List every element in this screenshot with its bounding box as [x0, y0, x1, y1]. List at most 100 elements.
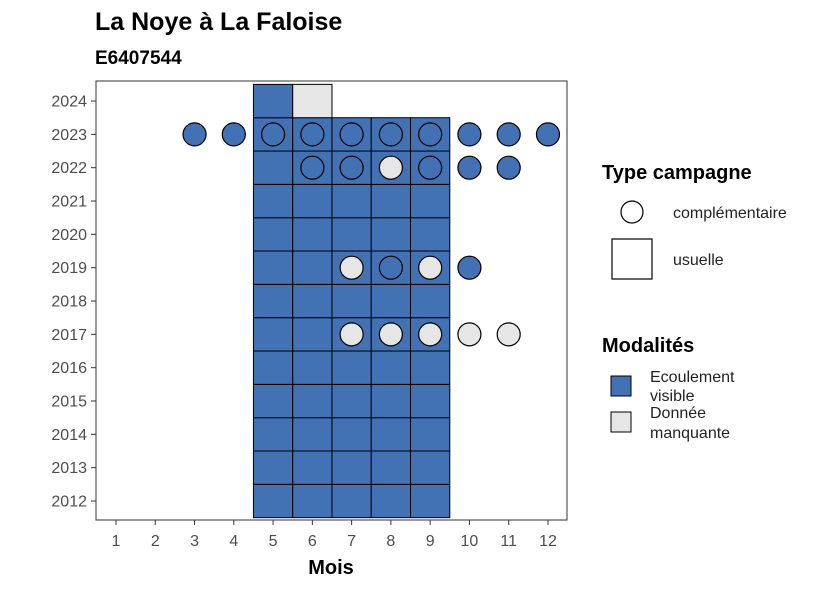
tile-2022-5 [252, 150, 294, 185]
x-tick-label: 1 [112, 533, 121, 550]
point-2017-8 [378, 322, 403, 347]
tile-2021-9 [410, 183, 451, 219]
y-tick-label: 2017 [51, 327, 87, 344]
tile-2014-8 [370, 417, 412, 452]
tile-2021-7 [331, 183, 372, 219]
tile-2013-6 [292, 450, 333, 485]
y-tick-label: 2018 [51, 294, 87, 311]
point-2019-8 [378, 255, 403, 280]
y-tick-label: 2021 [51, 194, 87, 211]
x-tick-label: 4 [229, 533, 238, 550]
point-2017-11 [496, 322, 521, 347]
tile-2020-9 [410, 217, 451, 252]
point-2023-8 [378, 122, 403, 147]
y-tick-label: 2013 [51, 460, 87, 477]
y-tick-label: 2019 [51, 260, 87, 277]
point-2022-6 [300, 155, 325, 180]
x-tick-label: 10 [461, 533, 479, 550]
tile-2017-6 [292, 317, 333, 352]
tile-2014-6 [292, 417, 333, 452]
legend-type-campagne: Type campagne complémentaire usuelle [602, 162, 787, 280]
legend-ecoulement-swatch [610, 375, 632, 397]
tile-2021-5 [252, 183, 294, 219]
point-2019-9 [418, 255, 443, 280]
point-2023-11 [496, 122, 521, 147]
legend-square-symbol [611, 238, 653, 280]
tile-2018-8 [370, 283, 412, 319]
point-2022-11 [496, 155, 521, 180]
x-tick-label: 5 [269, 533, 278, 550]
y-tick-label: 2015 [51, 394, 87, 411]
y-tick-label: 2012 [51, 494, 87, 511]
tile-2016-5 [252, 350, 294, 385]
legend-modalites: Modalités Ecoulement visible Donnée manq… [602, 335, 735, 442]
legend-circle-symbol [620, 200, 644, 224]
point-2017-9 [418, 322, 443, 347]
tile-2012-9 [410, 483, 451, 519]
y-tick-label: 2016 [51, 360, 87, 377]
point-2019-10 [457, 255, 482, 280]
point-2022-7 [339, 155, 364, 180]
tile-2020-7 [331, 217, 372, 252]
tile-2020-6 [292, 217, 333, 252]
y-tick-label: 2014 [51, 427, 87, 444]
tile-2018-7 [331, 283, 372, 319]
tile-2016-7 [331, 350, 372, 385]
tile-2020-5 [252, 217, 294, 252]
point-2023-9 [418, 122, 443, 147]
tile-2016-6 [292, 350, 333, 385]
x-tick-label: 12 [539, 533, 557, 550]
plot-panel [95, 80, 568, 521]
point-2022-10 [457, 155, 482, 180]
legend-manquante-swatch [610, 411, 632, 433]
point-2023-3 [182, 122, 207, 147]
point-2023-6 [300, 122, 325, 147]
tile-2024-6 [292, 83, 333, 119]
point-2017-7 [339, 322, 364, 347]
x-axis-title: Mois [308, 557, 354, 579]
chart-title: La Noye à La Faloise [95, 8, 342, 36]
tile-2014-9 [410, 417, 451, 452]
legend-manquante-label-2: manquante [650, 425, 730, 442]
legend-ecoulement-label-2: visible [650, 388, 695, 405]
tile-2016-8 [370, 350, 412, 385]
y-axis: 2012 2013 2014 2015 2016 2017 2018 2019 2020 2021… [51, 94, 96, 511]
tile-2021-6 [292, 183, 333, 219]
legend-usuelle-label: usuelle [673, 252, 724, 269]
point-2023-12 [535, 122, 561, 147]
tile-2014-7 [331, 417, 372, 452]
tile-2016-9 [410, 350, 451, 385]
tile-2013-7 [331, 450, 372, 485]
chart-subtitle: E6407544 [95, 48, 182, 69]
tile-2012-5 [252, 483, 294, 519]
point-2023-4 [221, 122, 246, 147]
tile-2012-7 [331, 483, 372, 519]
tile-2024-5 [252, 83, 294, 119]
tile-2013-8 [370, 450, 412, 485]
tile-2019-6 [292, 250, 333, 285]
point-2023-10 [457, 122, 482, 147]
tile-2021-8 [370, 183, 412, 219]
tile-2015-7 [331, 383, 372, 419]
y-tick-label: 2020 [51, 227, 87, 244]
legend-complementaire-label: complémentaire [673, 205, 787, 222]
point-2017-10 [457, 322, 482, 347]
tile-2015-8 [370, 383, 412, 419]
usuelle-tiles [252, 83, 451, 519]
tile-2018-6 [292, 283, 333, 319]
legend-ecoulement-label-1: Ecoulement [650, 369, 735, 386]
tile-2017-5 [252, 317, 294, 352]
x-tick-label: 7 [347, 533, 356, 550]
x-tick-label: 6 [308, 533, 317, 550]
tile-2020-8 [370, 217, 412, 252]
tile-2012-8 [370, 483, 412, 519]
x-tick-label: 2 [151, 533, 160, 550]
x-tick-label: 3 [190, 533, 199, 550]
complementaire-points [182, 122, 561, 347]
tile-2015-9 [410, 383, 451, 419]
x-axis: 1 2 3 4 5 6 7 8 9 10 11 12 [112, 520, 557, 550]
tile-2018-9 [410, 283, 451, 319]
point-2019-7 [339, 255, 364, 280]
y-tick-label: 2024 [51, 94, 87, 111]
